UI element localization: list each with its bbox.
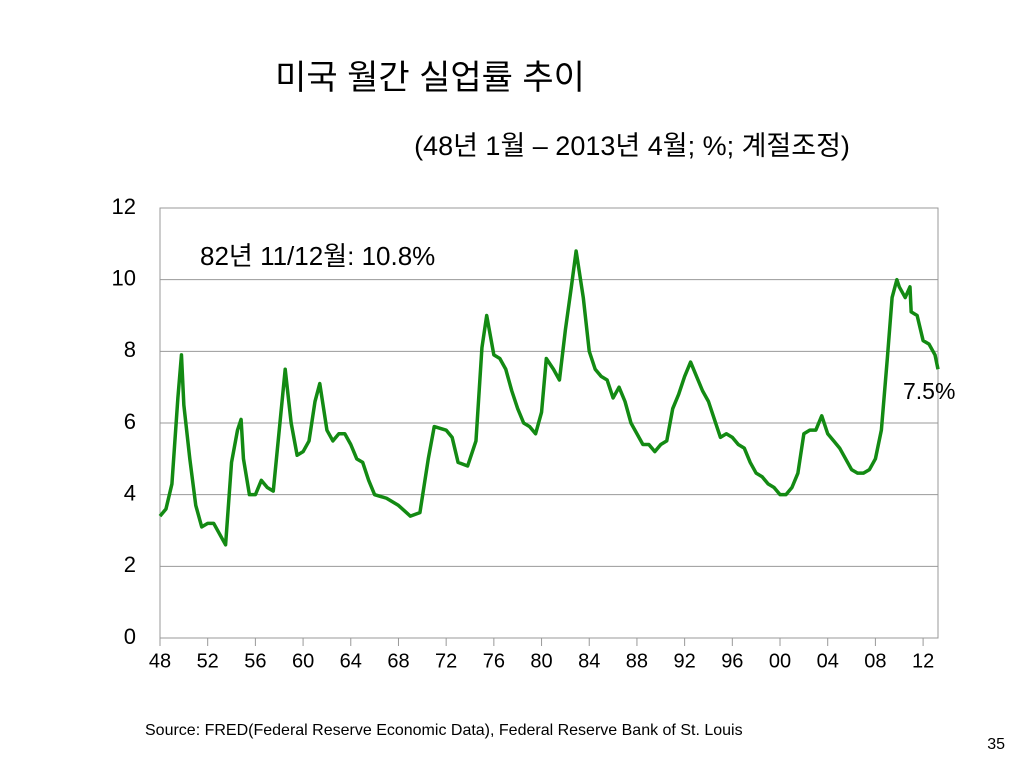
annotation: 7.5% xyxy=(903,378,955,404)
x-tick-label: 00 xyxy=(769,650,791,672)
y-tick-label: 12 xyxy=(112,194,136,219)
x-tick-label: 68 xyxy=(387,650,409,672)
x-tick-label: 04 xyxy=(817,650,839,672)
x-tick-label: 84 xyxy=(578,650,600,672)
page-number: 35 xyxy=(987,736,1005,753)
source: Source: FRED(Federal Reserve Economic Da… xyxy=(145,722,743,739)
x-tick-label: 08 xyxy=(864,650,886,672)
y-tick-label: 10 xyxy=(112,265,136,290)
y-tick-label: 4 xyxy=(124,480,136,505)
x-tick-label: 96 xyxy=(721,650,743,672)
x-tick-label: 88 xyxy=(626,650,648,672)
x-tick-label: 92 xyxy=(674,650,696,672)
chart-title: 미국 월간 실업률 추이 xyxy=(275,59,585,97)
annotation: 82년 11/12월: 10.8% xyxy=(200,241,435,271)
x-tick-label: 56 xyxy=(244,650,266,672)
x-tick-label: 48 xyxy=(149,650,171,672)
y-tick-label: 0 xyxy=(124,624,136,649)
x-tick-label: 72 xyxy=(435,650,457,672)
x-tick-label: 60 xyxy=(292,650,314,672)
y-tick-label: 6 xyxy=(124,409,136,434)
chart-subtitle: (48년 1월 – 2013년 4월; %; 계절조정) xyxy=(414,131,850,161)
y-tick-label: 8 xyxy=(124,337,136,362)
line-series xyxy=(158,249,940,547)
x-tick-label: 76 xyxy=(483,650,505,672)
y-tick-label: 2 xyxy=(124,552,136,577)
x-tick-label: 80 xyxy=(530,650,552,672)
x-tick-label: 64 xyxy=(340,650,362,672)
x-tick-label: 52 xyxy=(197,650,219,672)
x-tick-label: 12 xyxy=(912,650,934,672)
